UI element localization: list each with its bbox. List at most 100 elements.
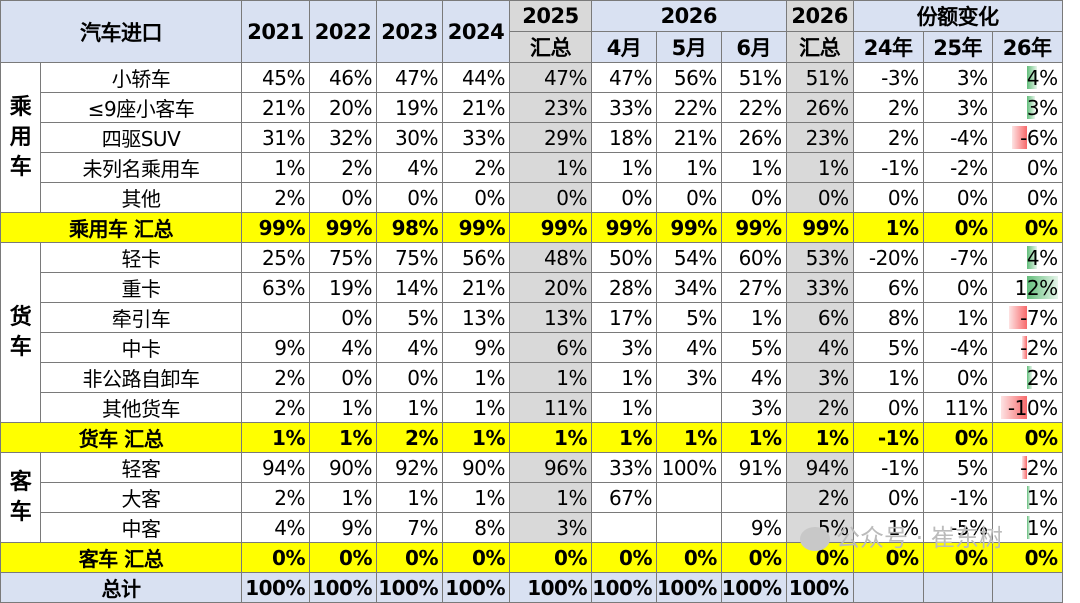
- value-cell: 0%: [376, 182, 443, 213]
- share-change-26-value: 2%: [1026, 365, 1058, 390]
- table-row: 其他货车 2% 1% 1% 1% 11% 1% 3% 2% 0% 11% -10%: [1, 392, 1063, 423]
- value-cell: 47%: [376, 62, 443, 93]
- subtotal-row: 客车 汇总 0% 0% 0% 0% 0% 0% 0% 0% 0% 0% 0% 0%: [0, 542, 1063, 573]
- value-cell: 33%: [442, 122, 510, 153]
- table-row: 客 车轻客 94% 90% 92% 90% 96% 33% 100% 91% 94% -1% 5% -2…: [0, 452, 1063, 543]
- value-cell: 4%: [720, 362, 787, 393]
- total-value-cell: [991, 572, 1063, 603]
- subtotal-row: 货车 汇总 1% 1% 2% 1% 1% 1% 1% 1% 1% -1% 0% 0%: [0, 422, 1063, 453]
- value-cell: 51%: [720, 62, 787, 93]
- subtotal-row: 乘用车 汇总 99% 99% 98% 99% 99% 99% 99% 99% 99% 1% 0% 0%: [0, 212, 1063, 243]
- value-cell: 1%: [509, 482, 592, 513]
- value-cell: 53%: [785, 242, 854, 273]
- value-cell: 0%: [852, 482, 924, 513]
- value-cell: 0%: [785, 182, 854, 213]
- positive-data-bar: [1027, 366, 1033, 389]
- value-cell: 94%: [785, 452, 854, 483]
- subtotal-label: 乘用车 汇总: [0, 212, 242, 243]
- value-cell: 1%: [720, 152, 787, 183]
- share-change-26-cell: 0%: [991, 422, 1063, 453]
- value-cell: 19%: [309, 272, 377, 303]
- value-cell: 1%: [656, 152, 722, 183]
- share-change-26-cell: 4%: [991, 62, 1063, 93]
- value-cell: 99%: [442, 212, 510, 243]
- value-cell: 3%: [785, 362, 854, 393]
- header-2026: 2026: [591, 0, 787, 32]
- positive-data-bar: [1027, 96, 1035, 119]
- total-value-cell: 100%: [442, 572, 510, 603]
- value-cell: 90%: [442, 452, 510, 483]
- category-label: 货 车: [0, 242, 41, 423]
- value-cell: 1%: [241, 152, 310, 183]
- value-cell: -1%: [922, 482, 993, 513]
- share-change-26-cell: 1%: [991, 482, 1063, 513]
- share-change-26-cell: 2%: [991, 362, 1063, 393]
- share-change-26-cell: -2%: [991, 332, 1063, 363]
- value-cell: 0%: [720, 182, 787, 213]
- share-change-26-cell: -7%: [991, 302, 1063, 333]
- value-cell: 67%: [591, 482, 657, 513]
- subtotal-label: 货车 汇总: [0, 422, 242, 453]
- value-cell: 1%: [656, 422, 722, 453]
- table-row: 其他 2% 0% 0% 0% 0% 0% 0% 0% 0% 0% 0% 0%: [1, 182, 1063, 213]
- share-change-26-cell: -2%: [991, 452, 1063, 483]
- share-change-26-cell: 3%: [991, 92, 1063, 123]
- total-value-cell: 100%: [241, 572, 310, 603]
- value-cell: 1%: [591, 152, 657, 183]
- value-cell: 6%: [785, 302, 854, 333]
- value-cell: 44%: [442, 62, 510, 93]
- value-cell: 19%: [376, 92, 443, 123]
- share-change-26-value: 12%: [1014, 275, 1058, 300]
- value-cell: 5%: [656, 302, 722, 333]
- value-cell: 1%: [509, 152, 592, 183]
- share-change-26-cell: -6%: [991, 122, 1063, 153]
- value-cell: 0%: [922, 542, 993, 573]
- row-label: 未列名乘用车: [40, 152, 242, 183]
- value-cell: 90%: [309, 452, 377, 483]
- value-cell: 50%: [591, 242, 657, 273]
- table-row: ≤9座小客车 21% 20% 19% 21% 23% 33% 22% 22% 26% 2% 3% 3%: [1, 92, 1063, 123]
- header-2025: 2025: [509, 0, 592, 32]
- value-cell: 11%: [922, 392, 993, 423]
- value-cell: 2%: [376, 422, 443, 453]
- value-cell: 54%: [656, 242, 722, 273]
- share-change-26-cell: -10%: [991, 392, 1063, 423]
- negative-data-bar: [1021, 456, 1028, 479]
- value-cell: 1%: [785, 152, 854, 183]
- share-change-26-value: 0%: [1024, 215, 1058, 240]
- value-cell: 46%: [309, 62, 377, 93]
- value-cell: [241, 302, 310, 333]
- share-change-26-value: -10%: [1007, 395, 1058, 420]
- share-change-26-value: 0%: [1026, 185, 1058, 210]
- table-row: 中客 4% 9% 7% 8% 3% 9% 5% 1% -5% 1%: [1, 512, 1063, 543]
- value-cell: 60%: [720, 242, 787, 273]
- table-row: 中卡 9% 4% 4% 9% 6% 3% 4% 5% 4% 5% -4% -2%: [1, 332, 1063, 363]
- value-cell: 0%: [376, 362, 443, 393]
- value-cell: 20%: [509, 272, 592, 303]
- value-cell: 99%: [241, 212, 310, 243]
- row-label: 小轿车: [40, 62, 242, 93]
- value-cell: 13%: [509, 302, 592, 333]
- value-cell: 26%: [785, 92, 854, 123]
- value-cell: 100%: [656, 452, 722, 483]
- value-cell: [656, 512, 722, 543]
- value-cell: 7%: [376, 512, 443, 543]
- negative-data-bar: [1021, 336, 1028, 359]
- table-row: 大客 2% 1% 1% 1% 1% 67% 2% 0% -1% 1%: [1, 482, 1063, 513]
- share-change-26-cell: 0%: [991, 182, 1063, 213]
- value-cell: 1%: [591, 422, 657, 453]
- header-year: 2023: [376, 0, 443, 63]
- row-label: ≤9座小客车: [40, 92, 242, 123]
- table-row: 非公路自卸车 2% 0% 0% 1% 1% 1% 3% 4% 3% 1% 0% 2%: [1, 362, 1063, 393]
- value-cell: 99%: [656, 212, 722, 243]
- header-month: 5月: [656, 31, 722, 63]
- value-cell: [591, 512, 657, 543]
- value-cell: 4%: [656, 332, 722, 363]
- watermark-text: 公众号 · 崔东树: [836, 524, 1003, 552]
- value-cell: 27%: [720, 272, 787, 303]
- value-cell: 30%: [376, 122, 443, 153]
- header-month: 4月: [591, 31, 657, 63]
- row-label: 中客: [40, 512, 242, 543]
- value-cell: 1%: [376, 482, 443, 513]
- value-cell: [656, 392, 722, 423]
